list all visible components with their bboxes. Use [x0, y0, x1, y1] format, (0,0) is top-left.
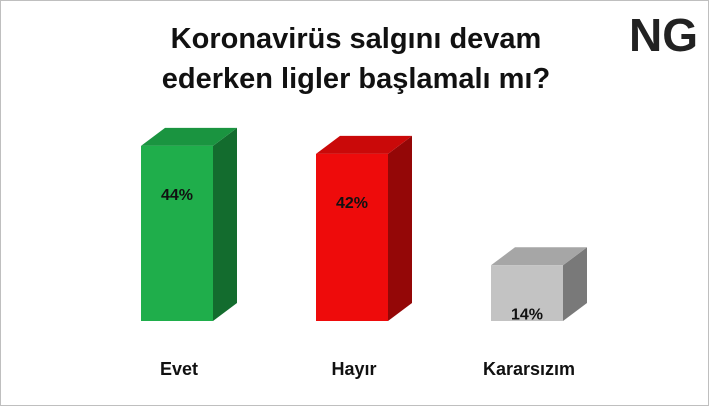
value-label: 42%: [336, 195, 368, 212]
bar: [491, 265, 563, 321]
x-tick-label: Kararsızım: [483, 359, 575, 379]
bar-side: [563, 247, 587, 321]
value-label: 14%: [511, 306, 543, 323]
bar-side: [213, 127, 237, 321]
bar-side: [388, 135, 412, 321]
bar-top: [491, 247, 587, 266]
bar: [316, 153, 388, 321]
value-label: 44%: [161, 187, 193, 204]
x-tick-label: Hayır: [331, 359, 376, 379]
bar-top: [141, 127, 237, 146]
bar-top: [316, 135, 412, 154]
x-tick-label: Evet: [160, 359, 198, 379]
logo: NG: [629, 9, 698, 61]
bar: [141, 145, 213, 321]
chart-title: Koronavirüs salgını devam ederken ligler…: [161, 23, 551, 95]
